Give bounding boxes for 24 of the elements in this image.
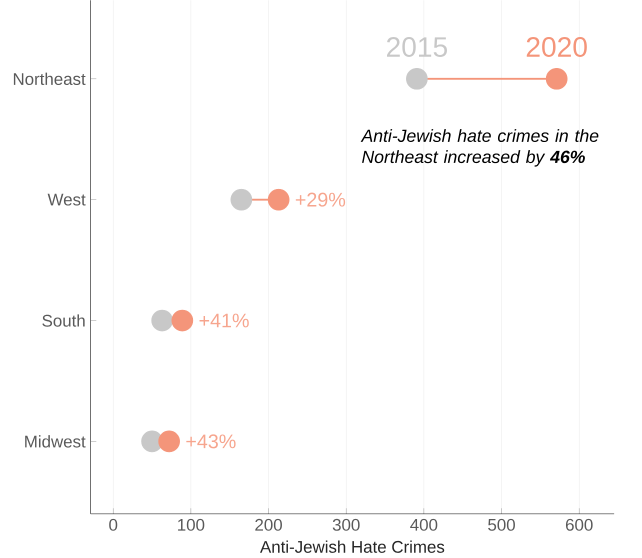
point [406,68,428,90]
y-tick-label: South [42,314,85,327]
point [546,68,568,90]
point [268,189,290,211]
y-tick-label: West [48,194,86,206]
x-tick-label: 0 [109,519,118,532]
x-tick-label: 600 [566,519,593,532]
x-tick-label: 300 [332,519,360,532]
x-tick-label: 100 [178,519,204,532]
point [230,189,252,211]
annotation: +43% [186,434,236,449]
series-label: 2020 [526,37,587,58]
x-tick-label: 400 [410,519,438,532]
point [171,310,194,332]
annotation: +41% [200,314,249,328]
annotation: Anti-Jewish hate crimes in the Northeast increased by 46% [360,129,598,167]
y-tick-label: Northeast [14,72,86,86]
x-tick-label: 500 [488,519,515,532]
x-axis-title: Anti-Jewish Hate Crimes [260,540,444,554]
y-tick-label: Midwest [25,435,86,448]
point [151,310,173,332]
annotation: +29% [296,192,346,207]
x-tick-label: 200 [255,519,282,532]
point [158,430,180,452]
